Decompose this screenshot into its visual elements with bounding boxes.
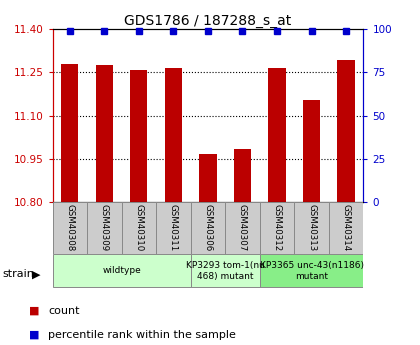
Bar	[52, 254, 191, 287]
Text: strain: strain	[2, 269, 34, 279]
Text: KP3293 tom-1(nu
468) mutant: KP3293 tom-1(nu 468) mutant	[186, 261, 265, 280]
Title: GDS1786 / 187288_s_at: GDS1786 / 187288_s_at	[124, 14, 291, 28]
Text: wildtype: wildtype	[102, 266, 141, 275]
Text: KP3365 unc-43(n1186)
mutant: KP3365 unc-43(n1186) mutant	[260, 261, 363, 280]
Bar	[87, 202, 121, 254]
Text: GSM40310: GSM40310	[134, 204, 143, 251]
Bar	[337, 59, 354, 202]
Bar	[234, 149, 251, 202]
Bar	[225, 202, 260, 254]
Text: GSM40308: GSM40308	[65, 204, 74, 251]
Bar	[294, 202, 329, 254]
Bar	[96, 65, 113, 202]
Bar	[260, 254, 363, 287]
Bar	[121, 202, 156, 254]
Bar	[199, 154, 217, 202]
Text: count: count	[48, 306, 80, 315]
Bar	[156, 202, 191, 254]
Text: ■: ■	[29, 330, 40, 339]
Text: GSM40306: GSM40306	[203, 204, 213, 251]
Text: GSM40311: GSM40311	[169, 204, 178, 251]
Bar	[329, 202, 363, 254]
Bar	[268, 68, 286, 202]
Text: GSM40307: GSM40307	[238, 204, 247, 251]
Bar	[52, 202, 87, 254]
Bar	[260, 202, 294, 254]
Bar	[191, 254, 260, 287]
Text: ■: ■	[29, 306, 40, 315]
Text: GSM40314: GSM40314	[341, 204, 351, 251]
Bar	[165, 68, 182, 202]
Text: ▶: ▶	[32, 269, 40, 279]
Bar	[191, 202, 225, 254]
Text: percentile rank within the sample: percentile rank within the sample	[48, 330, 236, 339]
Bar	[303, 100, 320, 202]
Text: GSM40309: GSM40309	[100, 204, 109, 251]
Text: GSM40313: GSM40313	[307, 204, 316, 251]
Bar	[130, 70, 147, 202]
Bar	[61, 64, 79, 202]
Text: GSM40312: GSM40312	[273, 204, 281, 251]
